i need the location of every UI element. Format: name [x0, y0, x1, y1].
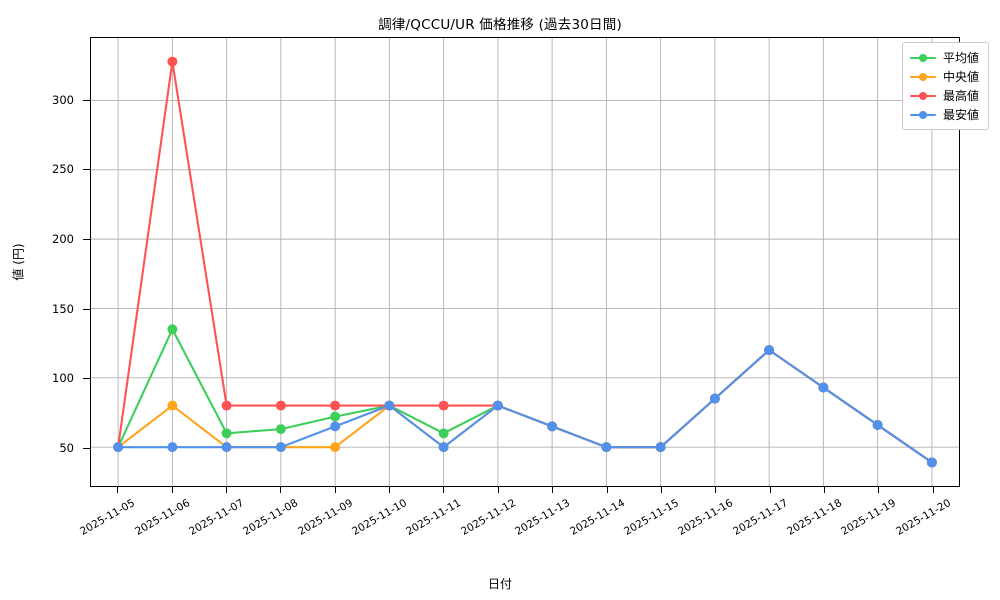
- x-tick-label: 2025-11-08: [241, 497, 301, 538]
- series-point: [167, 56, 178, 67]
- x-tick-mark: [171, 487, 173, 493]
- chart-legend: 平均値中央値最高値最安値: [901, 42, 989, 130]
- x-tick-mark: [824, 487, 826, 493]
- x-tick-label: 2025-11-13: [513, 497, 573, 538]
- series-point: [167, 324, 178, 335]
- y-tick-label: 150: [52, 301, 74, 316]
- x-tick-mark: [117, 487, 119, 493]
- series-point: [330, 421, 341, 432]
- series-point: [492, 400, 503, 411]
- x-tick-mark: [334, 487, 336, 493]
- x-tick-mark: [280, 487, 282, 493]
- y-tick-mark: [83, 99, 90, 101]
- legend-marker-icon: [909, 109, 936, 121]
- grid-lines: [91, 38, 959, 486]
- x-tick-label: 2025-11-16: [676, 497, 736, 538]
- y-tick-mark: [83, 239, 90, 240]
- x-tick-mark: [878, 487, 880, 493]
- series-point: [655, 442, 666, 453]
- y-tick-label: 300: [52, 92, 74, 107]
- x-tick-mark: [225, 487, 227, 493]
- x-tick-mark: [932, 487, 934, 493]
- series-point: [275, 400, 286, 411]
- series-point: [167, 400, 178, 411]
- series-point: [384, 400, 395, 411]
- series-point: [275, 442, 286, 453]
- series-point: [438, 400, 449, 411]
- legend-label: 平均値: [942, 51, 979, 65]
- series-point: [709, 393, 720, 404]
- y-axis-tick-labels: 50 100 150 200 250 300: [0, 0, 90, 600]
- y-tick-mark: [83, 447, 90, 449]
- series-point: [113, 442, 124, 453]
- x-tick-mark: [389, 487, 391, 493]
- chart-title: 調律/QCCU/UR 価格推移 (過去30日間): [378, 17, 622, 33]
- x-tick-mark: [660, 487, 662, 493]
- y-tick-mark: [83, 308, 90, 310]
- legend-label: 最高値: [942, 89, 979, 103]
- x-tick-mark: [497, 487, 499, 493]
- y-tick-label: 200: [52, 232, 74, 246]
- legend-marker-icon: [909, 52, 936, 64]
- series-point: [221, 428, 232, 439]
- y-tick-label: 100: [52, 371, 74, 386]
- y-tick-label: 50: [59, 440, 74, 455]
- x-tick-mark: [769, 487, 771, 493]
- series-point: [221, 400, 232, 411]
- series-line: [117, 349, 933, 464]
- y-tick-mark: [83, 378, 90, 380]
- legend-label: 最安値: [942, 108, 979, 122]
- series-point: [167, 442, 178, 453]
- legend-item[interactable]: 平均値: [909, 48, 979, 67]
- x-tick-mark: [715, 487, 717, 493]
- series-point: [330, 411, 341, 422]
- y-tick-label: 250: [52, 162, 74, 177]
- legend-marker-icon: [909, 90, 936, 102]
- series-point: [872, 419, 883, 430]
- legend-marker-icon: [909, 71, 936, 83]
- legend-item[interactable]: 最安値: [909, 105, 979, 124]
- x-tick-label: 2025-11-15: [622, 497, 681, 538]
- legend-item[interactable]: 中央値: [909, 67, 979, 86]
- series-point: [818, 382, 829, 393]
- x-tick-mark: [443, 487, 445, 493]
- series-point: [764, 345, 775, 356]
- series-point: [438, 428, 449, 439]
- series-point: [438, 442, 449, 453]
- series-point: [926, 457, 937, 468]
- series-point: [330, 442, 341, 453]
- series-point: [330, 400, 341, 411]
- y-tick-mark: [83, 169, 90, 171]
- series-point: [601, 442, 612, 453]
- x-tick-mark: [606, 487, 608, 493]
- legend-label: 中央値: [942, 70, 979, 84]
- x-tick-label: 2025-11-18: [785, 497, 845, 538]
- legend-item[interactable]: 最高値: [909, 86, 979, 105]
- series-lines: [113, 56, 937, 468]
- series-point: [547, 421, 558, 432]
- x-tick-mark: [552, 487, 554, 493]
- series-line: [117, 328, 933, 464]
- series-point: [221, 442, 232, 453]
- x-axis-label: 日付: [487, 577, 512, 591]
- x-tick-label: 2025-11-10: [350, 497, 410, 538]
- x-tick-label: 2025-11-07: [187, 497, 246, 538]
- series-point: [275, 424, 286, 435]
- series-line: [117, 60, 933, 464]
- plot-area: [90, 37, 960, 487]
